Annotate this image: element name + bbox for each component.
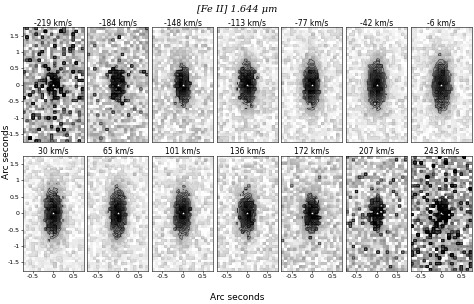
Title: -77 km/s: -77 km/s: [295, 18, 328, 27]
Text: Arc seconds: Arc seconds: [2, 125, 11, 179]
Title: -6 km/s: -6 km/s: [427, 18, 456, 27]
Title: -148 km/s: -148 km/s: [164, 18, 201, 27]
Title: 30 km/s: 30 km/s: [38, 147, 69, 156]
Title: 243 km/s: 243 km/s: [423, 147, 459, 156]
Title: -113 km/s: -113 km/s: [228, 18, 266, 27]
Title: 207 km/s: 207 km/s: [359, 147, 394, 156]
Title: 65 km/s: 65 km/s: [102, 147, 133, 156]
Title: 136 km/s: 136 km/s: [229, 147, 265, 156]
Title: 101 km/s: 101 km/s: [165, 147, 200, 156]
Title: -42 km/s: -42 km/s: [360, 18, 393, 27]
Title: -184 km/s: -184 km/s: [99, 18, 137, 27]
Text: [Fe II] 1.644 μm: [Fe II] 1.644 μm: [197, 5, 277, 14]
Text: Arc seconds: Arc seconds: [210, 293, 264, 302]
Title: 172 km/s: 172 km/s: [294, 147, 329, 156]
Title: -219 km/s: -219 km/s: [34, 18, 72, 27]
